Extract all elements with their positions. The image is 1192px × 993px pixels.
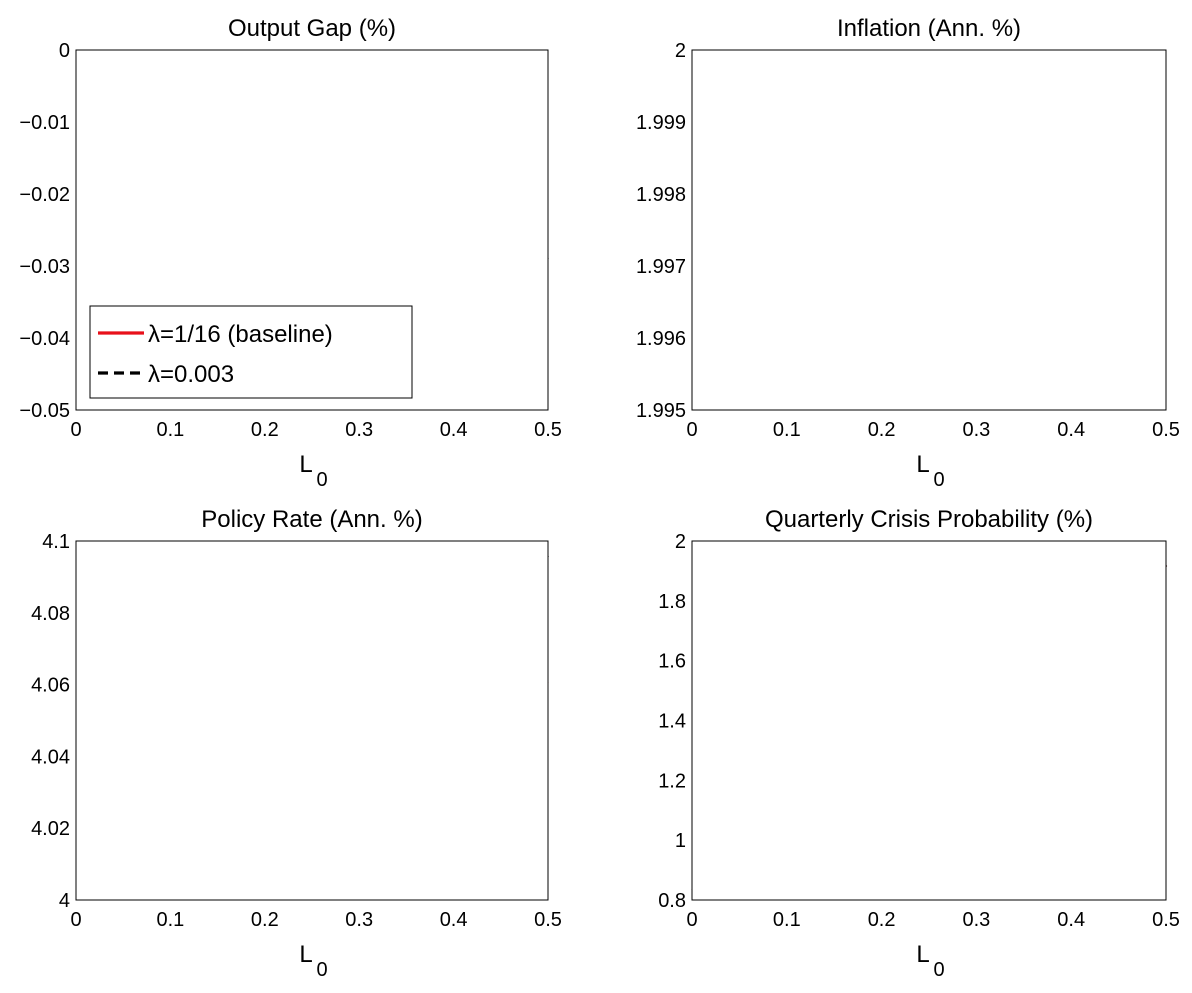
x-tick-label: 0 [70, 909, 81, 931]
y-tick-label: 1.8 [658, 591, 686, 613]
x-tick-label: 0.3 [345, 419, 373, 441]
y-tick-label: 4.02 [31, 818, 70, 840]
x-tick-label: 0.1 [773, 419, 801, 441]
y-tick-label: 4.06 [31, 675, 70, 697]
y-tick-label: −0.02 [19, 184, 70, 206]
y-tick-label: −0.05 [19, 400, 70, 422]
y-tick-label: 1.6 [658, 651, 686, 673]
x-tick-label: 0.3 [345, 909, 373, 931]
y-tick-label: −0.04 [19, 328, 70, 350]
x-tick-label: 0.1 [156, 419, 184, 441]
chart-title: Policy Rate (Ann. %) [201, 506, 422, 533]
y-tick-label: 1 [675, 830, 686, 852]
x-axis-label: L [299, 941, 312, 968]
y-tick-label: 1.2 [658, 770, 686, 792]
x-tick-label: 0.2 [868, 419, 896, 441]
x-tick-label: 0.5 [1152, 909, 1180, 931]
x-tick-label: 0.2 [868, 909, 896, 931]
y-tick-label: −0.01 [19, 112, 70, 134]
axes-frame [75, 540, 549, 901]
chart-panel-0: 0 0.1 0.2 0.3 0.4 0.5 0 −0.01 −0.02 −0.03 −0.04 −0.… [19, 15, 562, 491]
y-tick-label: 4.08 [31, 603, 70, 625]
legend-box [89, 305, 413, 399]
legend-label-0: λ=1/16 (baseline) [148, 321, 333, 348]
y-tick-label: 1.997 [636, 256, 686, 278]
x-tick-label: 0 [70, 419, 81, 441]
y-tick-label: 0.8 [658, 890, 686, 912]
x-tick-label: 0.1 [156, 909, 184, 931]
x-tick-label: 0 [686, 909, 697, 931]
x-tick-label: 0.2 [251, 909, 279, 931]
chart-title: Inflation (Ann. %) [837, 15, 1021, 42]
x-axis-label-subscript: 0 [933, 469, 944, 491]
x-tick-label: 0.3 [962, 419, 990, 441]
x-tick-label: 0 [686, 419, 697, 441]
chart-title: Output Gap (%) [228, 15, 396, 42]
x-axis-label: L [916, 941, 929, 968]
y-tick-label: 1.995 [636, 400, 686, 422]
y-tick-label: 1.996 [636, 328, 686, 350]
x-axis-label-subscript: 0 [933, 959, 944, 981]
y-tick-label: 2 [675, 40, 686, 62]
legend: λ=1/16 (baseline) λ=0.003 [89, 305, 413, 399]
x-tick-label: 0.5 [534, 909, 562, 931]
axes-frame [691, 49, 1167, 411]
legend-label-1: λ=0.003 [148, 361, 234, 388]
axes-frame [691, 540, 1167, 901]
y-tick-label: 1.4 [658, 711, 686, 733]
x-axis-label: L [299, 451, 312, 478]
y-tick-label: 4 [59, 890, 70, 912]
x-axis-label-subscript: 0 [316, 959, 327, 981]
y-tick-label: 1.999 [636, 112, 686, 134]
x-tick-label: 0.5 [1152, 419, 1180, 441]
x-axis-label: L [916, 451, 929, 478]
x-axis-label-subscript: 0 [316, 469, 327, 491]
y-tick-label: 2 [675, 531, 686, 553]
y-tick-label: 1.998 [636, 184, 686, 206]
x-tick-label: 0.4 [440, 419, 468, 441]
chart-title: Quarterly Crisis Probability (%) [765, 506, 1093, 533]
y-tick-label: −0.03 [19, 256, 70, 278]
x-tick-label: 0.4 [440, 909, 468, 931]
y-tick-label: 4.1 [42, 531, 70, 553]
chart-panel-2: 0 0.1 0.2 0.3 0.4 0.5 4.1 4.08 4.06 4.04 4.02 4 Poli… [31, 506, 562, 981]
x-tick-label: 0.3 [962, 909, 990, 931]
y-tick-label: 4.04 [31, 746, 70, 768]
chart-panel-1: 0 0.1 0.2 0.3 0.4 0.5 2 1.999 1.998 1.997 1.996 1.9… [636, 15, 1180, 491]
x-tick-label: 0.2 [251, 419, 279, 441]
x-tick-label: 0.4 [1057, 909, 1085, 931]
x-tick-label: 0.4 [1057, 419, 1085, 441]
x-tick-label: 0.5 [534, 419, 562, 441]
x-tick-label: 0.1 [773, 909, 801, 931]
chart-panel-3: 0 0.1 0.2 0.3 0.4 0.5 2 1.8 1.6 1.4 1.2 1 0.8 Quarter… [658, 506, 1180, 981]
y-tick-label: 0 [59, 40, 70, 62]
